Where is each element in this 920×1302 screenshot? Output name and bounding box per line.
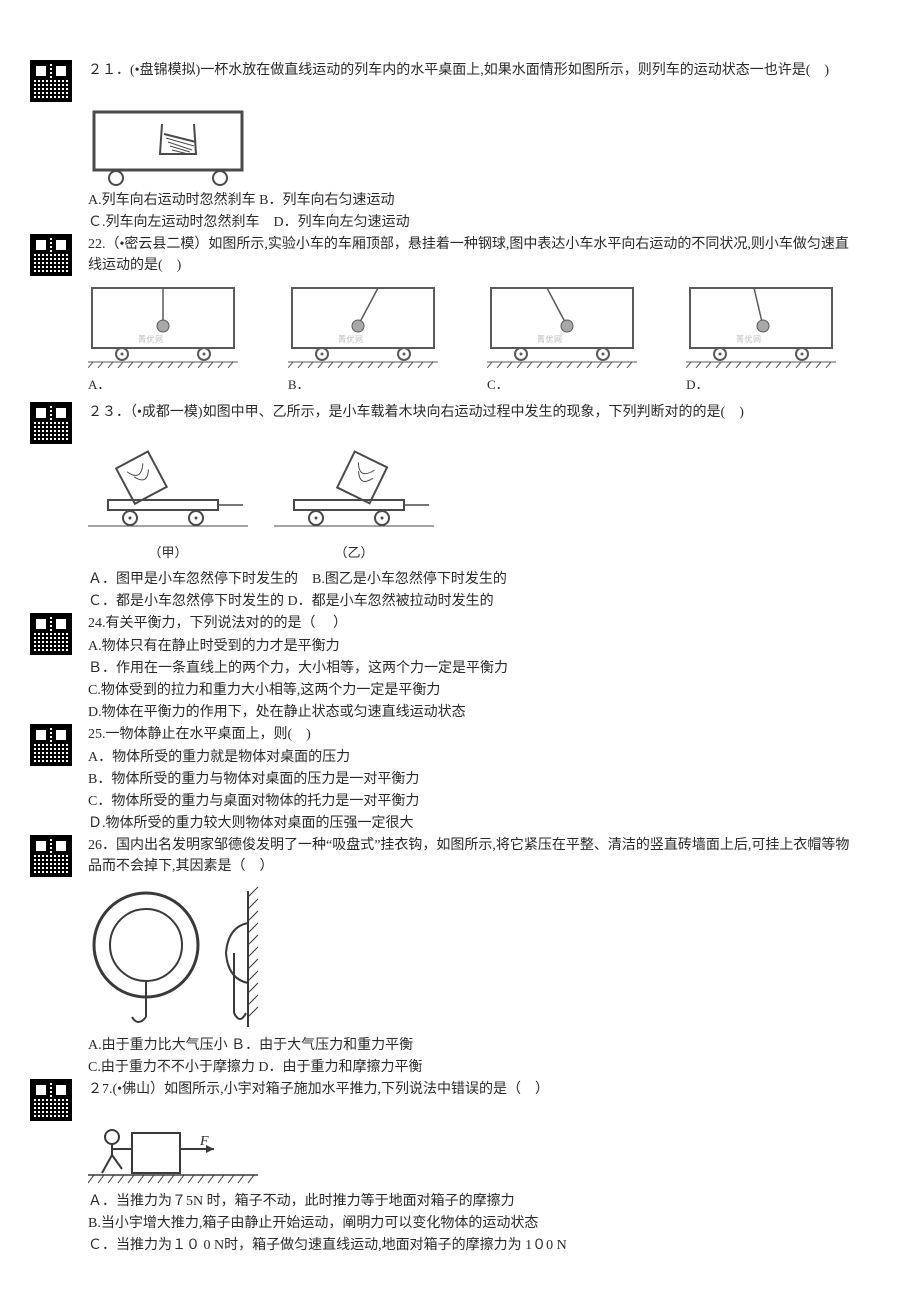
q25-c: C．物体所受的重力与桌面对物体的托力是一对平衡力 [88,791,860,812]
q22-figure-row: 菁优网 A． 菁优网 B． [88,284,860,396]
qr-code-q23 [30,402,72,444]
q22-label-d: D． [686,377,708,392]
qr-code-q25 [30,724,72,766]
q24-a: A.物体只有在静止时受到的力才是平衡力 [88,636,860,657]
q22-panel-d: 菁优网 [686,284,836,368]
qr-code-q27 [30,1079,72,1121]
qr-code-q22 [30,234,72,276]
q27-c: Ｃ．当推力为１０ 0 N时，箱子做匀速直线运动,地面对箱子的摩擦力为 1０0 N [88,1235,860,1256]
q23-opt-cd: Ｃ．都是小车忽然停下时发生的 D．都是小车忽然被拉动时发生的 [88,591,860,612]
q27-figure: F [88,1125,860,1189]
qr-code-q26 [30,835,72,877]
q24-d: D.物体在平衡力的作用下，处在静止状态或匀速直线运动状态 [88,702,860,723]
q25-d: Ｄ.物体所受的重力较大则物体对桌面的压强一定很大 [88,813,860,834]
svg-text:菁优网: 菁优网 [338,334,364,344]
q27-b: B.当小宇增大推力,箱子由静止开始运动，阐明力可以变化物体的运动状态 [88,1213,860,1234]
q26-figure [88,883,860,1033]
q24-text: 24.有关平衡力，下列说法对的的是（ ） [88,613,860,634]
force-label: F [199,1134,209,1149]
q23-figure-row: （甲） （乙） [88,450,860,563]
q24-c: C.物体受到的拉力和重力大小相等,这两个力一定是平衡力 [88,680,860,701]
q25-text: 25.一物体静止在水平桌面上，则( ) [88,724,860,745]
svg-text:菁优网: 菁优网 [537,334,563,344]
q27-text: ２7.(•佛山）如图所示,小宇对箱子施加水平推力,下列说法中错误的是（ ） [88,1079,860,1100]
q23-opt-ab: Ａ．图甲是小车忽然停下时发生的 B.图乙是小车忽然停下时发生的 [88,569,860,590]
q21-text: ２１．(•盘锦模拟)一杯水放在做直线运动的列车内的水平桌面上,如果水面情形如图所… [88,60,860,81]
q23-label-yi: （乙） [274,543,434,563]
q22-panel-c: 菁优网 [487,284,637,368]
qr-code-q24 [30,613,72,655]
q22-panel-b: 菁优网 [288,284,438,368]
svg-text:菁优网: 菁优网 [138,334,164,344]
q27-a: Ａ．当推力为７5N 时，箱子不动，此时推力等于地面对箱子的摩擦力 [88,1191,860,1212]
q21-figure [88,106,860,188]
q26-ab: A.由于重力比大气压小 Ｂ．由于大气压力和重力平衡 [88,1035,860,1056]
svg-text:菁优网: 菁优网 [736,334,762,344]
q22-panel-a: 菁优网 [88,284,238,368]
qr-code-q21 [30,60,72,102]
q22-text: 22.（•密云县二模）如图所示,实验小车的车厢顶部，悬挂着一种钢球,图中表达小车… [88,234,860,276]
q25-b: B．物体所受的重力与物体对桌面的压力是一对平衡力 [88,769,860,790]
q21-opt-cd: Ｃ.列车向左运动时忽然刹车 D．列车向左匀速运动 [88,212,860,233]
q26-text: 26．国内出名发明家邹德俊发明了一种“吸盘式”挂衣钩，如图所示,将它紧压在平整、… [88,835,860,877]
q23-panel-jia [88,450,248,536]
q23-panel-yi [274,450,434,536]
q25-a: A．物体所受的重力就是物体对桌面的压力 [88,747,860,768]
q23-text: ２３．（•成都一模)如图中甲、乙所示，是小车载着木块向右运动过程中发生的现象，下… [88,402,860,423]
q22-label-b: B． [288,377,310,392]
q23-label-jia: （甲） [88,543,248,563]
q21-opt-ab: A.列车向右运动时忽然刹车 B．列车向右匀速运动 [88,190,860,211]
q22-label-c: C． [487,377,509,392]
q24-b: Ｂ．作用在一条直线上的两个力，大小相等，这两个力一定是平衡力 [88,658,860,679]
q22-label-a: A． [88,377,110,392]
q26-cd: C.由于重力不不小于摩擦力 D．由于重力和摩擦力平衡 [88,1057,860,1078]
